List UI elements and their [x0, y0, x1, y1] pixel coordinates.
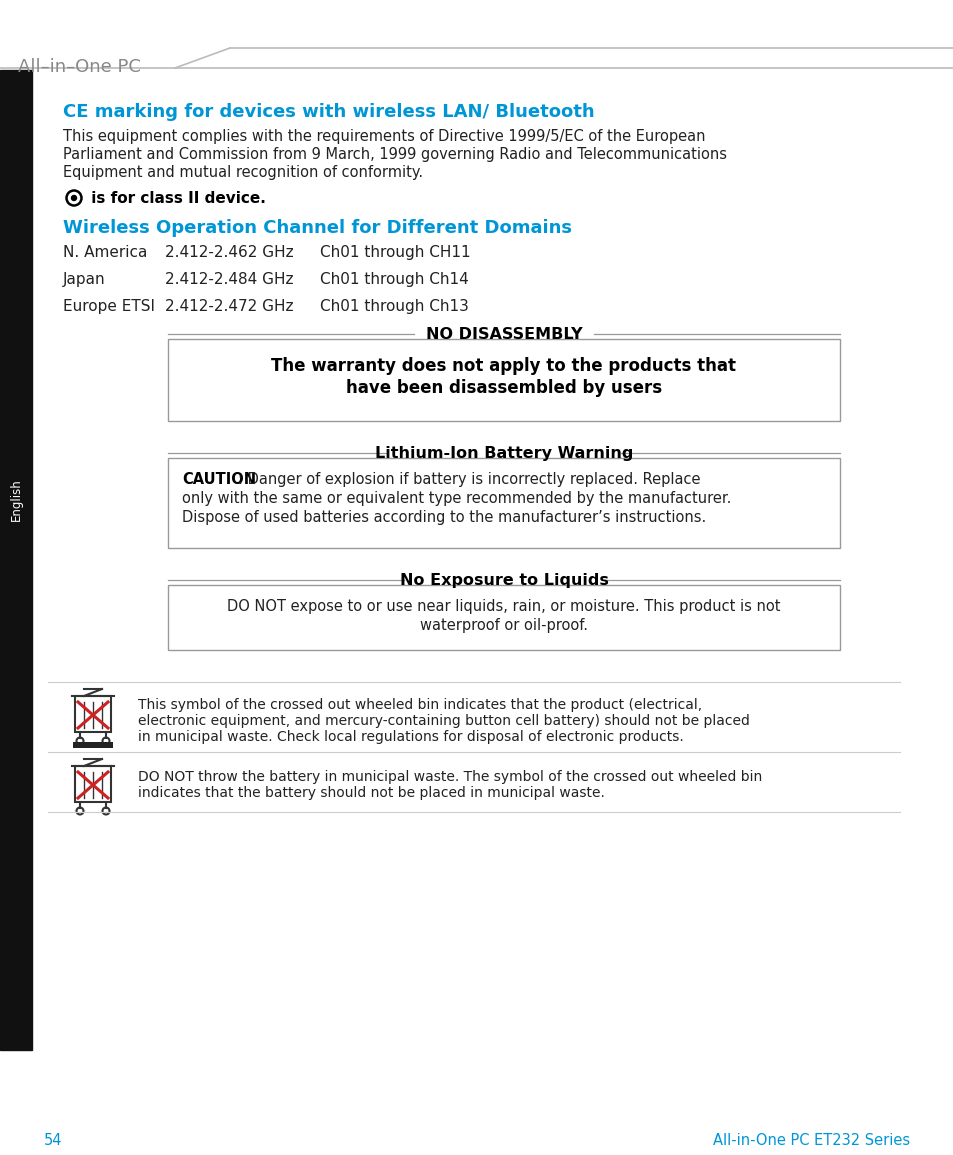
Text: Equipment and mutual recognition of conformity.: Equipment and mutual recognition of conf… — [63, 165, 423, 180]
Text: English: English — [10, 478, 23, 521]
Text: 54: 54 — [44, 1133, 63, 1148]
Text: Japan: Japan — [63, 271, 106, 286]
Circle shape — [71, 195, 76, 201]
Text: All-in-One PC ET232 Series: All-in-One PC ET232 Series — [712, 1133, 909, 1148]
Text: The warranty does not apply to the products that: The warranty does not apply to the produ… — [272, 357, 736, 375]
Text: All–in–One PC: All–in–One PC — [18, 58, 141, 76]
Text: No Exposure to Liquids: No Exposure to Liquids — [399, 573, 608, 588]
Bar — [168, 584, 840, 650]
Text: : Danger of explosion if battery is incorrectly replaced. Replace: : Danger of explosion if battery is inco… — [237, 472, 700, 487]
Text: have been disassembled by users: have been disassembled by users — [346, 379, 661, 397]
Text: 2.412-2.472 GHz: 2.412-2.472 GHz — [165, 299, 294, 314]
Text: This symbol of the crossed out wheeled bin indicates that the product (electrica: This symbol of the crossed out wheeled b… — [138, 698, 701, 711]
Text: Ch01 through Ch14: Ch01 through Ch14 — [319, 271, 468, 286]
Bar — [0, 70, 32, 1050]
Text: indicates that the battery should not be placed in municipal waste.: indicates that the battery should not be… — [138, 787, 604, 800]
Text: Ch01 through Ch13: Ch01 through Ch13 — [319, 299, 468, 314]
Text: 2.412-2.462 GHz: 2.412-2.462 GHz — [165, 245, 294, 260]
Text: DO NOT throw the battery in municipal waste. The symbol of the crossed out wheel: DO NOT throw the battery in municipal wa… — [138, 770, 761, 784]
Text: Lithium-Ion Battery Warning: Lithium-Ion Battery Warning — [375, 446, 633, 461]
Text: only with the same or equivalent type recommended by the manufacturer.: only with the same or equivalent type re… — [182, 491, 731, 506]
Text: Wireless Operation Channel for Different Domains: Wireless Operation Channel for Different… — [63, 219, 572, 237]
Bar — [73, 742, 112, 748]
Bar — [168, 340, 840, 422]
Text: is for class II device.: is for class II device. — [86, 191, 266, 206]
Text: electronic equipment, and mercury-containing button cell battery) should not be : electronic equipment, and mercury-contai… — [138, 714, 749, 728]
Text: DO NOT expose to or use near liquids, rain, or moisture. This product is not: DO NOT expose to or use near liquids, ra… — [227, 599, 780, 614]
Text: CAUTION: CAUTION — [182, 472, 255, 487]
Text: Dispose of used batteries according to the manufacturer’s instructions.: Dispose of used batteries according to t… — [182, 511, 705, 526]
Bar — [168, 459, 840, 547]
Text: waterproof or oil-proof.: waterproof or oil-proof. — [419, 618, 587, 633]
Bar — [75, 696, 111, 732]
Text: Ch01 through CH11: Ch01 through CH11 — [319, 245, 470, 260]
Text: CE marking for devices with wireless LAN/ Bluetooth: CE marking for devices with wireless LAN… — [63, 103, 594, 121]
Text: NO DISASSEMBLY: NO DISASSEMBLY — [425, 327, 581, 342]
Text: Europe ETSI: Europe ETSI — [63, 299, 154, 314]
Text: N. America: N. America — [63, 245, 147, 260]
Text: This equipment complies with the requirements of Directive 1999/5/EC of the Euro: This equipment complies with the require… — [63, 129, 705, 144]
Text: 2.412-2.484 GHz: 2.412-2.484 GHz — [165, 271, 294, 286]
Text: in municipal waste. Check local regulations for disposal of electronic products.: in municipal waste. Check local regulati… — [138, 730, 683, 744]
Bar — [75, 766, 111, 802]
Text: Parliament and Commission from 9 March, 1999 governing Radio and Telecommunicati: Parliament and Commission from 9 March, … — [63, 147, 726, 162]
